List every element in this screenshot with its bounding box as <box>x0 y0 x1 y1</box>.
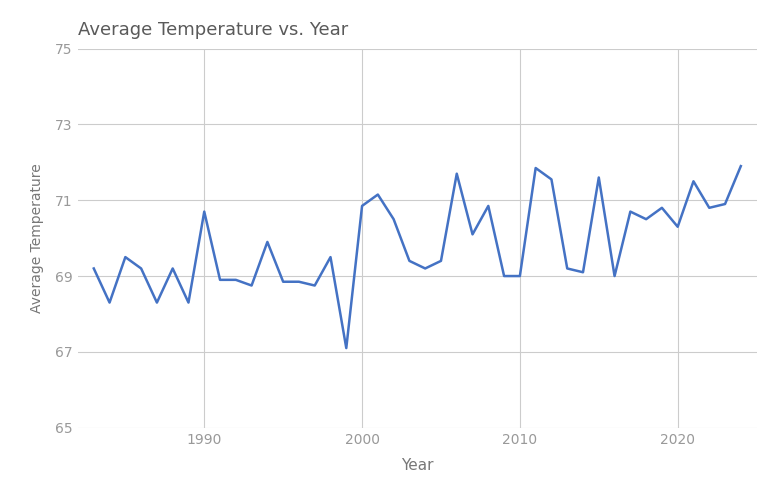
X-axis label: Year: Year <box>401 458 434 473</box>
Text: Average Temperature vs. Year: Average Temperature vs. Year <box>78 21 348 39</box>
Y-axis label: Average Temperature: Average Temperature <box>30 163 44 313</box>
